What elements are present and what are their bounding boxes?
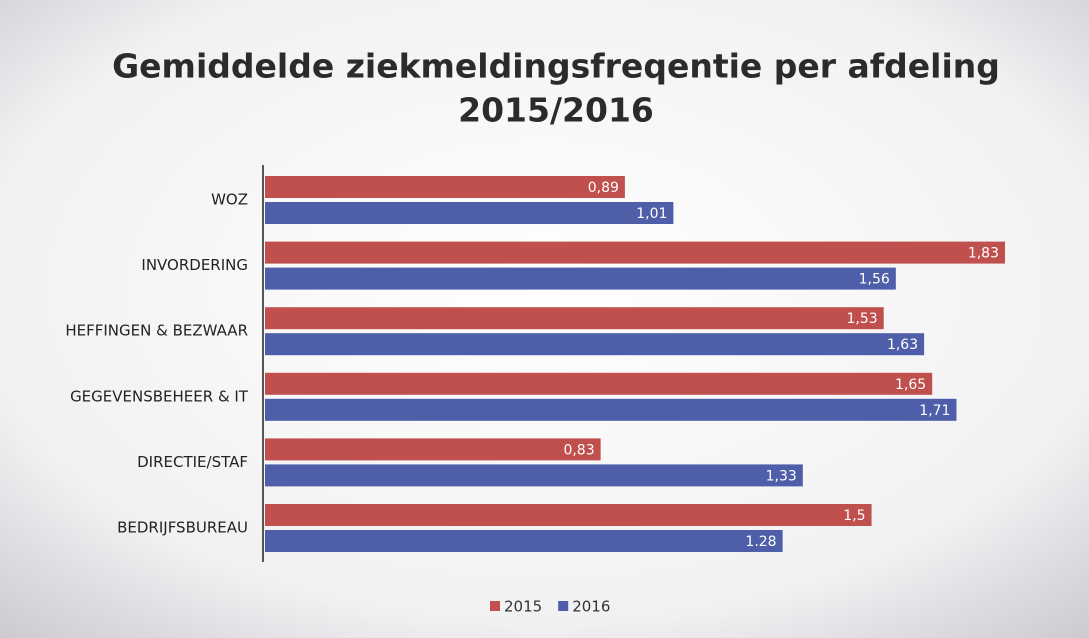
bar xyxy=(265,241,1005,264)
y-tick-label: INVORDERING xyxy=(141,256,248,274)
data-label: 1,53 xyxy=(847,311,878,327)
data-label: 1,63 xyxy=(887,337,918,353)
y-tick-label: HEFFINGEN & BEZWAAR xyxy=(65,322,248,340)
legend-label: 2016 xyxy=(572,598,610,616)
data-label: 1,33 xyxy=(766,468,797,484)
y-tick-label: WOZ xyxy=(211,191,248,209)
data-label: 1.28 xyxy=(745,534,776,550)
data-label: 1,71 xyxy=(919,403,950,419)
bar xyxy=(265,176,625,198)
data-label: 1,56 xyxy=(859,272,890,288)
bar xyxy=(265,530,783,552)
bar xyxy=(265,267,896,290)
data-label: 1,65 xyxy=(895,377,926,393)
bar xyxy=(265,398,957,421)
bar xyxy=(265,333,925,356)
legend-label: 2015 xyxy=(504,598,542,616)
chart-subtitle: 2015/2016 xyxy=(458,91,654,130)
y-tick-label: GEGEVENSBEHEER & IT xyxy=(70,387,249,405)
data-label: 0,83 xyxy=(563,442,594,458)
data-label: 1,5 xyxy=(843,508,865,524)
bar xyxy=(265,504,872,526)
bar xyxy=(265,307,884,330)
y-tick-label: BEDRIJFSBUREAU xyxy=(117,519,248,537)
data-label: 1,83 xyxy=(968,246,999,262)
bar xyxy=(265,372,933,395)
bar xyxy=(265,464,803,487)
bar xyxy=(265,438,601,461)
bar xyxy=(265,202,674,224)
legend-swatch xyxy=(490,601,500,611)
legend-swatch xyxy=(558,601,569,611)
data-label: 1,01 xyxy=(636,206,667,222)
y-tick-label: DIRECTIE/STAF xyxy=(137,453,248,471)
chart-title: Gemiddelde ziekmeldingsfreqentie per afd… xyxy=(112,47,1000,86)
data-label: 0,89 xyxy=(588,180,619,196)
